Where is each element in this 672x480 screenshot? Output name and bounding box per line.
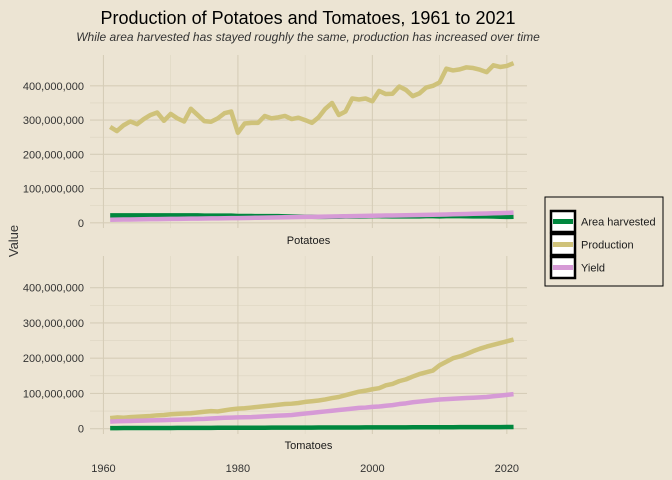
y-tick-label: 200,000,000 (23, 149, 84, 161)
facet-label: Tomatoes (285, 440, 333, 452)
chart-title: Production of Potatoes and Tomatoes, 196… (101, 8, 516, 28)
facet-label: Potatoes (287, 235, 331, 247)
y-tick-label: 0 (78, 424, 84, 436)
chart-subtitle: While area harvested has stayed roughly … (76, 30, 540, 44)
series-line-area-harvested (110, 424, 514, 431)
x-tick-label: 2020 (495, 463, 519, 475)
y-axis-label: Value (6, 225, 21, 257)
series-line-production (109, 337, 515, 421)
legend-label: Area harvested (581, 217, 656, 229)
y-tick-label: 400,000,000 (23, 81, 84, 93)
legend-label: Production (581, 240, 634, 252)
legend-label: Yield (581, 263, 605, 275)
series-line-production (108, 61, 515, 136)
y-tick-label: 400,000,000 (23, 283, 84, 295)
x-tick-label: 1980 (226, 463, 250, 475)
series-line-yield (110, 210, 514, 223)
x-tick-label: 1960 (91, 463, 115, 475)
panels: 0 100,000,000 200,000,000 300,000,000 400,00… (23, 55, 527, 475)
x-tick-label: 2000 (360, 463, 384, 475)
y-tick-label: 0 (78, 218, 84, 230)
series-line-yield (110, 391, 514, 424)
panel-potatoes: 0 100,000,000 200,000,000 300,000,000 400,00… (23, 55, 527, 247)
y-tick-label: 100,000,000 (23, 388, 84, 400)
y-tick-label: 300,000,000 (23, 115, 84, 127)
panel-tomatoes: 0 100,000,000 200,000,000 300,000,000 400,00… (23, 256, 527, 452)
y-tick-label: 100,000,000 (23, 184, 84, 196)
y-tick-label: 200,000,000 (23, 353, 84, 365)
y-tick-label: 300,000,000 (23, 318, 84, 330)
legend: Area harvested Production Yield (544, 196, 664, 287)
